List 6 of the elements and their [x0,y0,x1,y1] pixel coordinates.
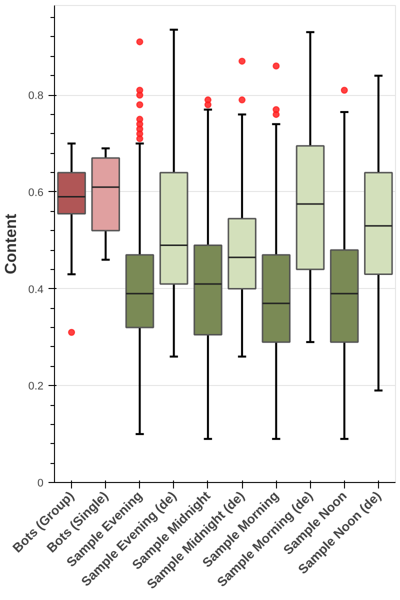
y-tick-label: 0.8 [28,90,44,102]
y-axis-title: Content [3,213,20,274]
y-tick-label: 0 [37,478,44,490]
y-tick-label: 0.2 [28,380,44,393]
y-tick-label: 0.4 [28,284,44,296]
y-tick-label: 0.6 [28,186,44,199]
